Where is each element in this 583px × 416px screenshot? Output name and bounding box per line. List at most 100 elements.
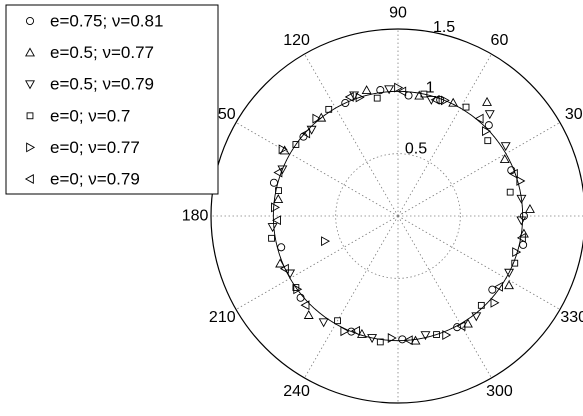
data-point <box>484 121 493 130</box>
theta-tick-label: 240 <box>283 383 310 400</box>
data-point <box>277 243 286 252</box>
data-point <box>361 85 372 95</box>
legend-label: e=0; ν=0.7 <box>50 106 130 125</box>
data-point <box>272 215 281 226</box>
data-point <box>296 293 305 302</box>
r-tick-label: 0.5 <box>405 140 427 157</box>
grid-spoke-210 <box>235 215 399 310</box>
data-point <box>398 335 407 344</box>
data-markers <box>267 82 535 346</box>
legend-marker <box>26 142 36 153</box>
data-point <box>499 154 510 164</box>
legend-item: e=0; ν=0.79 <box>24 170 140 189</box>
data-point <box>474 113 484 124</box>
series-4 <box>268 90 519 346</box>
data-point <box>426 95 437 105</box>
legend-marker <box>26 112 34 120</box>
data-point <box>430 94 440 105</box>
data-point <box>367 334 378 344</box>
data-point <box>504 280 514 290</box>
data-point <box>277 165 288 175</box>
legend-label: e=0.5; ν=0.79 <box>50 75 154 94</box>
data-point <box>484 137 492 145</box>
data-point <box>373 94 381 102</box>
data-point <box>318 318 329 328</box>
data-point <box>312 113 322 124</box>
theta-tick-label: 210 <box>209 309 236 326</box>
data-point <box>525 203 535 213</box>
data-point <box>301 128 311 139</box>
data-point <box>300 300 310 311</box>
data-point <box>293 284 303 295</box>
data-point <box>506 188 514 196</box>
data-point <box>341 98 350 108</box>
data-point <box>462 318 473 328</box>
theta-tick-label: 330 <box>560 309 583 326</box>
data-point <box>512 247 522 258</box>
legend-marker <box>25 47 35 57</box>
data-point <box>292 141 300 148</box>
data-point <box>387 333 397 343</box>
data-point <box>436 96 445 105</box>
data-point <box>279 263 289 274</box>
data-point <box>518 228 529 238</box>
r-tick-label: 1.5 <box>433 19 455 36</box>
data-point <box>508 168 518 179</box>
data-point <box>410 335 421 345</box>
data-point <box>279 145 290 155</box>
data-point <box>477 301 485 309</box>
grid-spoke-60 <box>397 53 492 217</box>
data-point <box>344 91 354 102</box>
data-point <box>273 167 283 178</box>
legend-item: e=0.5; ν=0.77 <box>25 43 154 62</box>
data-point <box>433 331 440 338</box>
data-point <box>275 258 286 268</box>
data-point <box>507 166 516 175</box>
legend-item: e=0.75; ν=0.81 <box>25 12 163 31</box>
data-point <box>516 216 527 226</box>
theta-tick-label: 60 <box>491 32 509 49</box>
data-point <box>516 175 526 186</box>
data-point <box>275 187 282 194</box>
grid-spoke-30 <box>397 122 561 217</box>
data-point <box>462 103 470 111</box>
grid-spoke-240 <box>304 215 399 379</box>
theta-tick-label: 30 <box>565 106 583 123</box>
series-5 <box>271 82 526 343</box>
data-point <box>453 323 462 332</box>
data-point <box>420 90 428 98</box>
data-point <box>271 202 281 213</box>
grid-spoke-120 <box>304 53 399 217</box>
data-point <box>376 86 385 95</box>
data-point <box>355 92 365 103</box>
data-point <box>269 178 278 187</box>
data-point <box>303 310 314 319</box>
legend-label: e=0; ν=0.79 <box>50 170 140 189</box>
data-point <box>403 335 413 346</box>
data-point <box>511 259 519 267</box>
legend-label: e=0; ν=0.77 <box>50 138 140 157</box>
data-point <box>268 234 275 242</box>
legend-item: e=0; ν=0.7 <box>26 106 130 125</box>
data-point <box>397 86 407 97</box>
theta-tick-label: 120 <box>283 32 310 49</box>
data-point <box>325 105 333 113</box>
grid-circle-0.5 <box>335 153 461 279</box>
data-point <box>482 96 492 106</box>
series-2 <box>273 85 535 345</box>
grid-spoke-300 <box>397 215 492 379</box>
theta-tick-label: 300 <box>486 383 513 400</box>
data-point <box>471 312 482 322</box>
data-point <box>448 97 459 107</box>
data-point <box>493 281 503 292</box>
data-point <box>488 285 497 294</box>
legend-item: e=0.5; ν=0.79 <box>25 75 154 94</box>
legend-marker <box>24 174 34 184</box>
legend-label: e=0.5; ν=0.77 <box>50 43 154 62</box>
data-point <box>278 144 288 155</box>
outer-circle <box>210 28 583 404</box>
data-point <box>442 330 452 341</box>
legend-marker <box>25 16 35 26</box>
data-point <box>384 85 395 95</box>
data-point <box>500 142 511 152</box>
